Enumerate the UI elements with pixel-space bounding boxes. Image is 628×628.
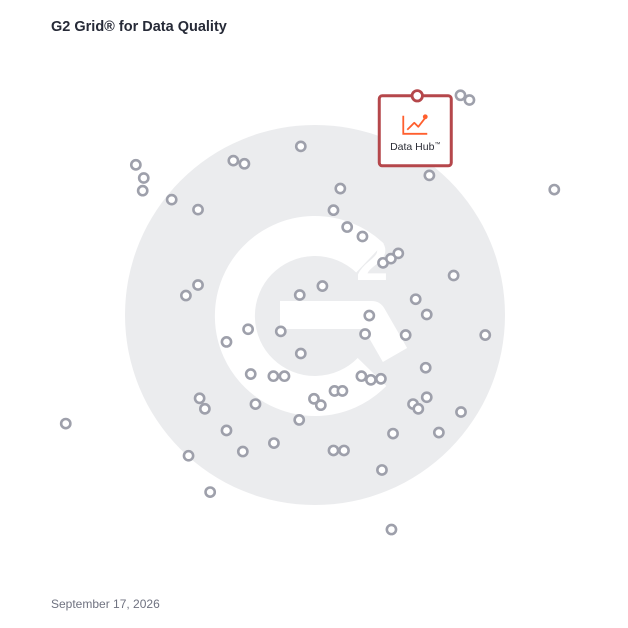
scatter-point[interactable] — [294, 140, 307, 153]
scatter-point[interactable] — [376, 464, 388, 476]
scatter-point[interactable] — [338, 444, 350, 457]
scatter-point[interactable] — [244, 368, 257, 380]
highlight-label: Data Hub™ — [390, 141, 440, 153]
scatter-point[interactable] — [423, 169, 436, 182]
data-points — [59, 89, 561, 536]
highlight-card[interactable] — [377, 94, 453, 168]
scatter-point[interactable] — [420, 391, 433, 404]
scatter-point[interactable] — [432, 426, 445, 439]
scatter-point[interactable] — [198, 402, 211, 415]
chart-title: G2 Grid® for Data Quality — [51, 19, 227, 35]
product-trend-icon — [402, 114, 428, 135]
scatter-point[interactable] — [267, 370, 280, 383]
scatter-point[interactable] — [387, 427, 399, 440]
scatter-point[interactable] — [334, 182, 347, 195]
scatter-point[interactable] — [137, 172, 150, 184]
scatter-point[interactable] — [419, 361, 432, 374]
scatter-point[interactable] — [220, 424, 233, 437]
scatter-point[interactable] — [274, 325, 287, 338]
scatter-point[interactable] — [294, 347, 307, 360]
scatter-point[interactable] — [293, 289, 306, 301]
scatter-point[interactable] — [359, 328, 371, 340]
report-date: September 17, 2026 — [51, 597, 160, 611]
scatter-point[interactable] — [447, 269, 460, 282]
scatter-point[interactable] — [314, 399, 327, 412]
scatter-point[interactable] — [278, 370, 291, 383]
scatter-point[interactable] — [192, 279, 204, 291]
scatter-point[interactable] — [327, 444, 340, 457]
scatter-point[interactable] — [375, 372, 387, 385]
scatter-point[interactable] — [412, 402, 425, 415]
scatter-point[interactable] — [455, 406, 467, 418]
scatter-point[interactable] — [364, 373, 377, 386]
scatter-point[interactable] — [249, 398, 262, 410]
scatter-point[interactable] — [409, 293, 422, 306]
scatter-point[interactable] — [136, 184, 149, 197]
scatter-point[interactable] — [204, 486, 217, 498]
scatter-point[interactable] — [463, 94, 476, 106]
scatter-point[interactable] — [193, 392, 206, 405]
highlight-marker[interactable]: Data Hub™ — [377, 89, 453, 168]
scatter-point[interactable] — [192, 203, 204, 216]
scatter-point[interactable] — [316, 280, 329, 292]
trademark-mark: ™ — [434, 141, 440, 148]
scatter-point[interactable] — [236, 445, 249, 458]
scatter-point[interactable] — [385, 523, 398, 536]
scatter-point[interactable] — [479, 329, 492, 341]
scatter-point[interactable] — [268, 437, 280, 449]
scatter-point[interactable] — [242, 323, 254, 336]
scatter-point[interactable] — [293, 413, 306, 426]
scatter-point[interactable] — [308, 392, 320, 405]
scatter-point[interactable] — [420, 308, 433, 321]
highlight-point[interactable] — [410, 89, 424, 103]
scatter-point[interactable] — [454, 89, 467, 102]
scatter-point[interactable] — [548, 183, 561, 196]
scatter-point[interactable] — [238, 157, 251, 170]
scatter-point[interactable] — [220, 336, 233, 348]
scatter-point[interactable] — [363, 309, 376, 322]
scatter-point[interactable] — [180, 289, 192, 302]
scatter-point[interactable] — [336, 385, 349, 397]
scatter-point[interactable] — [182, 449, 195, 462]
scatter-point[interactable] — [399, 329, 412, 341]
scatter-point[interactable] — [392, 247, 405, 260]
scatter-point[interactable] — [227, 154, 240, 167]
scatter-point[interactable] — [165, 193, 178, 206]
scatter-point[interactable] — [341, 221, 354, 233]
scatter-point[interactable] — [327, 204, 340, 217]
scatter-point[interactable] — [356, 230, 369, 243]
scatter-point[interactable] — [129, 158, 142, 171]
scatter-point[interactable] — [59, 417, 72, 430]
scatter-point[interactable] — [355, 370, 368, 383]
